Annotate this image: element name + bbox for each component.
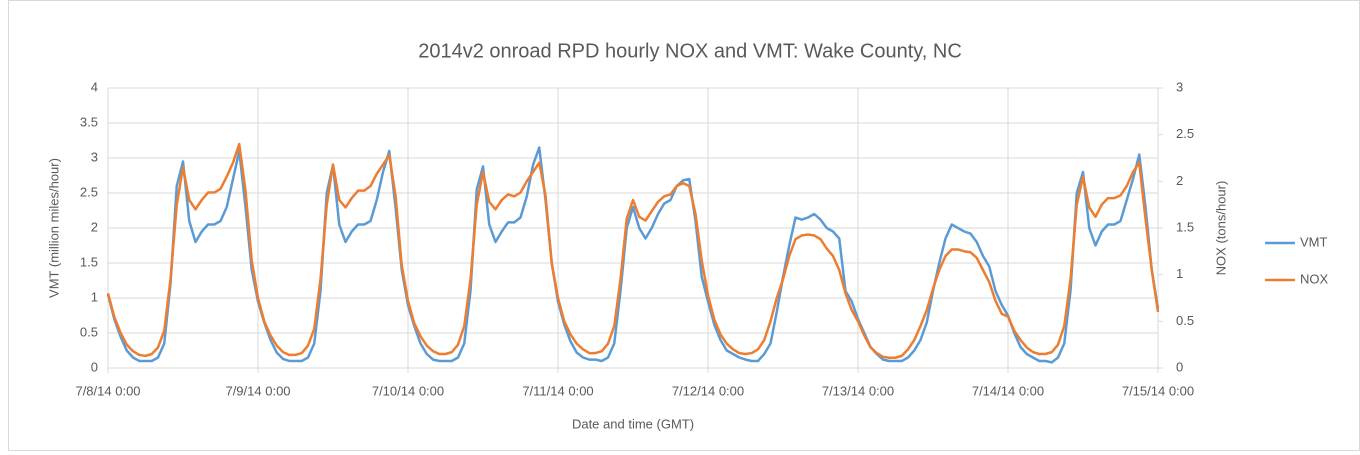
x-tick-label: 7/11/14 0:00 <box>522 383 593 398</box>
chart-border <box>8 0 1360 451</box>
y-tick-label: 4 <box>91 79 98 94</box>
y2-tick-label: 1 <box>1176 266 1183 281</box>
x-tick-label: 7/9/14 0:00 <box>225 383 290 398</box>
y2-tick-label: 2.5 <box>1176 126 1194 141</box>
x-tick-label: 7/10/14 0:00 <box>372 383 444 398</box>
series-line <box>106 146 1160 364</box>
x-tick-label: 7/15/14 0:00 <box>1122 383 1194 398</box>
x-axis-label: Date and time (GMT) <box>572 416 694 431</box>
y-tick-label: 3 <box>91 149 98 164</box>
y2-tick-label: 1.5 <box>1176 219 1194 234</box>
y-tick-label: 0 <box>91 359 98 374</box>
x-tick-label: 7/8/14 0:00 <box>75 383 140 398</box>
y-axis-label: VMT (million miles/hour) <box>46 158 61 298</box>
y-tick-label: 3.5 <box>80 114 98 129</box>
x-tick-label: 7/14/14 0:00 <box>972 383 1044 398</box>
y-tick-label: 0.5 <box>80 324 98 339</box>
series-line <box>106 142 1160 359</box>
legend-label: NOX <box>1300 271 1329 286</box>
y2-tick-label: 0.5 <box>1176 313 1194 328</box>
y-tick-label: 1.5 <box>80 254 98 269</box>
x-tick-label: 7/12/14 0:00 <box>672 383 744 398</box>
y-tick-label: 2 <box>91 219 98 234</box>
y2-tick-label: 2 <box>1176 173 1183 188</box>
x-tick-label: 7/13/14 0:00 <box>822 383 894 398</box>
legend-label: VMT <box>1300 234 1328 249</box>
y2-axis-label: NOX (tons/hour) <box>1213 181 1228 276</box>
y-tick-label: 1 <box>91 289 98 304</box>
y-tick-label: 2.5 <box>80 184 98 199</box>
y2-tick-label: 3 <box>1176 79 1183 94</box>
chart-title: 2014v2 onroad RPD hourly NOX and VMT: Wa… <box>418 40 962 62</box>
y2-tick-label: 0 <box>1176 359 1183 374</box>
